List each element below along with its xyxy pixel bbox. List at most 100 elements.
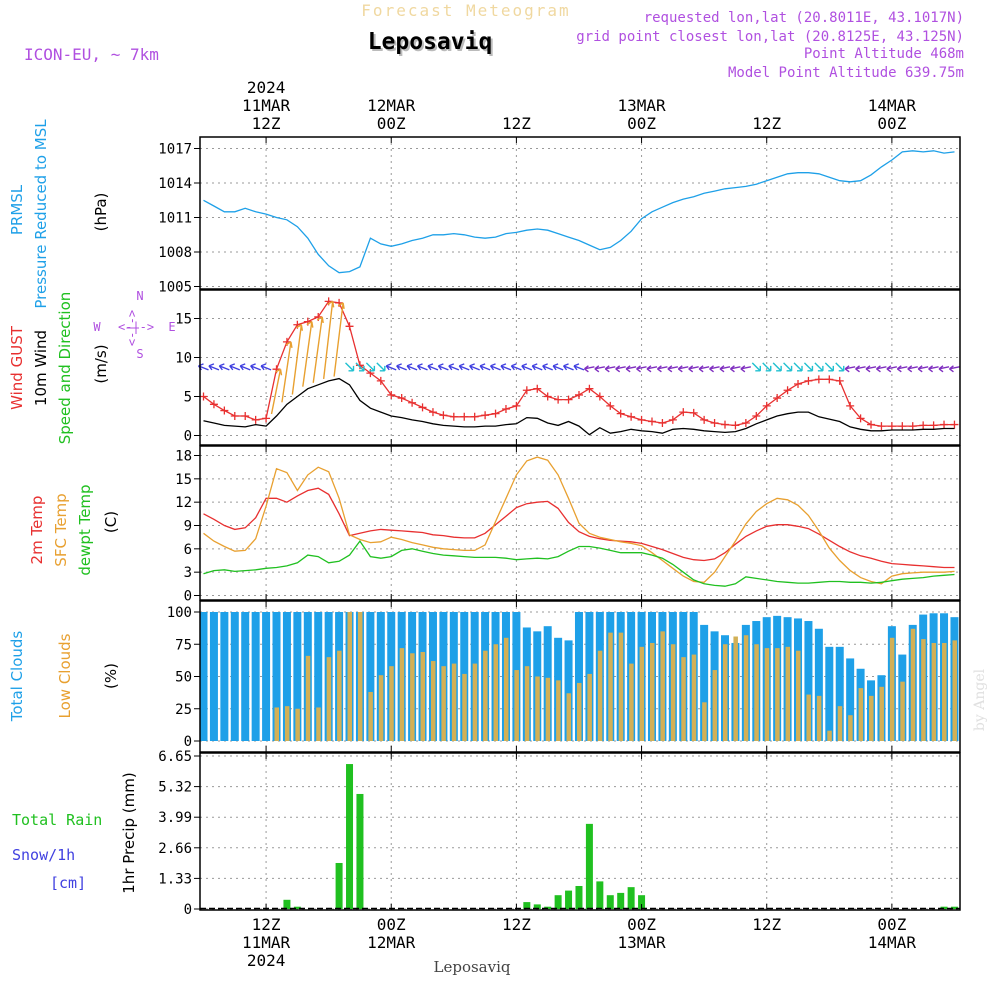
wind-direction-arrow bbox=[448, 363, 460, 371]
ytick-label-clouds: 0 bbox=[184, 734, 192, 750]
top-time-label: 12Z bbox=[752, 114, 781, 133]
low-cloud-bar bbox=[889, 637, 895, 741]
precip-bar bbox=[606, 895, 614, 909]
total-cloud-bar bbox=[282, 612, 291, 741]
wind-direction-arrow bbox=[322, 300, 335, 379]
precip-bar bbox=[356, 793, 364, 909]
low-cloud-bar bbox=[921, 639, 926, 741]
ytick-label-pressure: 1017 bbox=[158, 142, 192, 158]
temp-sfc-line bbox=[203, 456, 955, 585]
top-time-label: 00Z bbox=[877, 114, 906, 133]
wind-gust-point bbox=[919, 421, 928, 430]
low-cloud-bar bbox=[483, 650, 488, 741]
total-cloud-bar bbox=[251, 612, 260, 741]
total-cloud-bar bbox=[814, 628, 823, 741]
wind-gust-point bbox=[355, 361, 364, 370]
wind-gust-point bbox=[376, 376, 385, 385]
wind-gust-point bbox=[950, 420, 959, 429]
wind-direction-arrow bbox=[552, 363, 564, 371]
model-altitude: Model Point Altitude 639.75m bbox=[728, 65, 964, 81]
low-cloud-bar bbox=[848, 715, 853, 741]
wind-gust-point bbox=[814, 375, 823, 384]
top-time-label: 00Z bbox=[377, 114, 406, 133]
ytick-label-wind: 5 bbox=[184, 390, 192, 406]
panel-labels: PRMSL Pressure Reduced to MSL (hPa) Wind GU… bbox=[8, 119, 176, 894]
temp-2m-line bbox=[203, 487, 955, 569]
panel-frame-precipitation bbox=[199, 752, 961, 911]
requested-coords: requested lon,lat (20.8011E, 43.1017N) bbox=[644, 10, 964, 26]
low-cloud-bar bbox=[796, 650, 801, 741]
wind-direction-arrow bbox=[396, 363, 407, 371]
ytick-label-pressure: 1008 bbox=[158, 245, 192, 261]
wind-direction-arrow bbox=[876, 365, 887, 373]
footer-location: Leposaviq bbox=[434, 958, 511, 976]
ytick-label-precipitation: 2.66 bbox=[158, 841, 192, 857]
wind-gust-point bbox=[481, 411, 490, 420]
pressure-line bbox=[203, 150, 955, 274]
ytick-label-precipitation: 0 bbox=[184, 902, 192, 918]
precip-axis-label: 1hr Precip (mm) bbox=[120, 772, 138, 893]
wind-direction-arrow bbox=[835, 362, 845, 372]
low-cloud-bar bbox=[430, 661, 436, 741]
panel-frame-wind bbox=[199, 289, 961, 446]
total-cloud-bar bbox=[804, 621, 813, 741]
precip-bar bbox=[335, 862, 343, 909]
compass-arrow-vertical: <-|-> bbox=[125, 310, 139, 346]
ytick-label-clouds: 25 bbox=[175, 702, 192, 718]
wind-gust-point bbox=[700, 415, 709, 424]
wind-direction-arrow bbox=[479, 363, 491, 371]
low-cloud-bar bbox=[535, 676, 540, 741]
total-cloud-bar bbox=[835, 646, 844, 741]
low-cloud-bar bbox=[493, 644, 499, 741]
wind-direction-arrow bbox=[917, 365, 929, 373]
wind-gust-point bbox=[387, 390, 396, 399]
bottom-time-label: 12Z bbox=[252, 915, 281, 934]
wind-gust-point bbox=[501, 404, 510, 413]
wind-gust-point bbox=[877, 422, 886, 431]
precip-bar bbox=[283, 899, 291, 909]
model-label: ICON-EU, ~ 7km bbox=[24, 45, 159, 64]
ytick-label-wind: 15 bbox=[175, 312, 192, 328]
precip-bar bbox=[950, 906, 958, 909]
wind-direction-arrow bbox=[260, 363, 272, 371]
watermark: by Angel bbox=[972, 668, 988, 731]
wind-direction-arrow bbox=[291, 324, 304, 395]
wind-direction-arrow bbox=[751, 362, 761, 372]
wind-direction-arrow bbox=[740, 365, 751, 373]
total-cloud-bar bbox=[825, 646, 834, 741]
wind-label: 10m Wind bbox=[32, 330, 50, 406]
pressure-label: Pressure Reduced to MSL bbox=[32, 119, 50, 309]
total-cloud-bar bbox=[262, 612, 271, 741]
wind-gust-point bbox=[460, 412, 469, 421]
wind-direction-arrow bbox=[229, 363, 241, 371]
wind-direction-arrow bbox=[281, 341, 293, 403]
wind-gust-point bbox=[731, 421, 740, 430]
precip-bar bbox=[523, 902, 531, 909]
pressure-label: PRMSL bbox=[8, 184, 26, 235]
ytick-label-precipitation: 6.65 bbox=[158, 749, 192, 765]
wind-direction-arrow bbox=[615, 365, 626, 373]
total-cloud-bar bbox=[574, 612, 583, 741]
precip-bar bbox=[596, 881, 604, 909]
low-cloud-bar bbox=[389, 666, 394, 741]
wind-direction-arrow bbox=[500, 363, 512, 371]
temp-label: dewpt Temp bbox=[76, 484, 94, 575]
low-cloud-bar bbox=[952, 640, 957, 741]
low-cloud-bar bbox=[702, 702, 707, 741]
wind-gust-point bbox=[668, 415, 677, 424]
low-cloud-bar bbox=[754, 644, 759, 741]
wind-direction-arrow bbox=[458, 363, 470, 371]
low-cloud-bar bbox=[712, 670, 718, 741]
wind-gust-point bbox=[397, 394, 406, 403]
wind-gust-point bbox=[752, 412, 761, 420]
wind-gust-point bbox=[209, 400, 218, 409]
point-altitude: Point Altitude 468m bbox=[804, 46, 964, 62]
wind-gust-point bbox=[846, 401, 855, 410]
precip-bar bbox=[940, 906, 948, 909]
low-cloud-bar bbox=[660, 631, 665, 741]
temp-label: 2m Temp bbox=[28, 496, 46, 565]
wind-gust-point bbox=[616, 409, 625, 418]
wind-gust-point bbox=[230, 412, 239, 420]
precip-legend-snow: Snow/1h bbox=[12, 846, 75, 864]
low-cloud-bar bbox=[368, 691, 373, 741]
